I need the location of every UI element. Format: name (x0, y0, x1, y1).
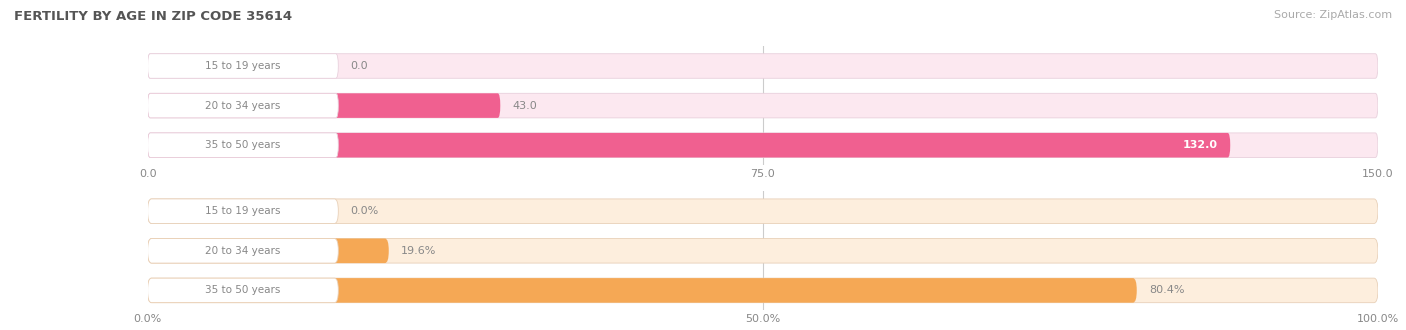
FancyBboxPatch shape (148, 199, 1378, 223)
FancyBboxPatch shape (148, 133, 339, 157)
Text: 43.0: 43.0 (513, 101, 537, 111)
Text: 20 to 34 years: 20 to 34 years (205, 246, 281, 256)
FancyBboxPatch shape (148, 93, 1378, 118)
Text: 15 to 19 years: 15 to 19 years (205, 61, 281, 71)
FancyBboxPatch shape (148, 278, 1378, 303)
Text: 0.0%: 0.0% (350, 206, 378, 216)
Text: 132.0: 132.0 (1182, 140, 1218, 150)
Text: 35 to 50 years: 35 to 50 years (205, 140, 281, 150)
FancyBboxPatch shape (148, 239, 1378, 263)
FancyBboxPatch shape (148, 54, 1378, 78)
Text: 80.4%: 80.4% (1149, 285, 1184, 295)
FancyBboxPatch shape (148, 278, 339, 303)
FancyBboxPatch shape (148, 239, 339, 263)
Text: 0.0: 0.0 (350, 61, 368, 71)
FancyBboxPatch shape (148, 278, 1137, 303)
Text: 19.6%: 19.6% (401, 246, 436, 256)
Text: 20 to 34 years: 20 to 34 years (205, 101, 281, 111)
FancyBboxPatch shape (148, 93, 501, 118)
Text: 35 to 50 years: 35 to 50 years (205, 285, 281, 295)
FancyBboxPatch shape (148, 54, 339, 78)
FancyBboxPatch shape (148, 93, 339, 118)
Text: 15 to 19 years: 15 to 19 years (205, 206, 281, 216)
FancyBboxPatch shape (148, 133, 1230, 157)
FancyBboxPatch shape (148, 199, 339, 223)
FancyBboxPatch shape (148, 133, 1378, 157)
Text: FERTILITY BY AGE IN ZIP CODE 35614: FERTILITY BY AGE IN ZIP CODE 35614 (14, 10, 292, 23)
Text: Source: ZipAtlas.com: Source: ZipAtlas.com (1274, 10, 1392, 20)
FancyBboxPatch shape (148, 239, 388, 263)
